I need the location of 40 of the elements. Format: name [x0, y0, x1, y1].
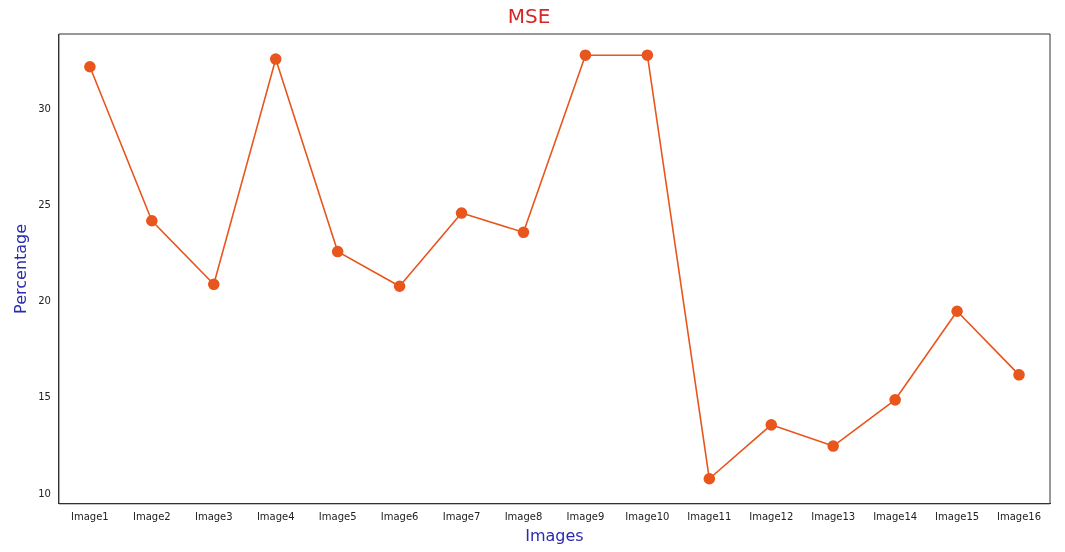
x-tick-label: Image14: [873, 511, 918, 523]
point: [703, 472, 716, 485]
chart-title: MSE: [507, 4, 551, 29]
y-tick-label: 10: [38, 487, 51, 499]
y-tick-label: 30: [38, 102, 51, 114]
x-tick-label: Image7: [442, 511, 481, 523]
point: [889, 394, 901, 406]
point: [517, 226, 530, 239]
y-tick-label: 25: [38, 198, 51, 210]
x-tick-label: Image4: [256, 511, 295, 523]
point: [827, 440, 839, 452]
point: [393, 280, 406, 293]
x-tick-label: Image15: [935, 511, 980, 523]
y-tick-label: 20: [38, 295, 51, 307]
point: [455, 207, 468, 219]
x-tick-label: Image2: [132, 511, 171, 523]
x-tick-label: Image5: [318, 511, 357, 523]
x-tick-label: Image16: [997, 511, 1042, 523]
point: [207, 278, 220, 291]
point: [146, 214, 158, 227]
x-tick-label: Image3: [194, 511, 233, 523]
x-tick-label: Image10: [625, 511, 670, 523]
x-tick-label: Image11: [687, 511, 732, 523]
point: [951, 305, 963, 318]
x-tick-label: Image12: [749, 511, 794, 523]
point: [269, 53, 282, 65]
point: [765, 419, 778, 431]
x-tick-label: Image13: [811, 511, 856, 523]
x-tick-label: Image9: [566, 511, 605, 523]
point: [1013, 369, 1025, 381]
x-tick-label: Image1: [71, 511, 109, 523]
y-tick-label: 15: [38, 391, 51, 403]
point: [579, 49, 592, 61]
point: [641, 49, 654, 61]
x-axis-title: Images: [525, 525, 584, 545]
point: [84, 60, 96, 73]
y-axis-title: Percentage: [10, 223, 30, 314]
x-tick-label: Image6: [380, 511, 419, 523]
point: [331, 245, 344, 258]
x-tick-label: Image8: [504, 511, 543, 523]
